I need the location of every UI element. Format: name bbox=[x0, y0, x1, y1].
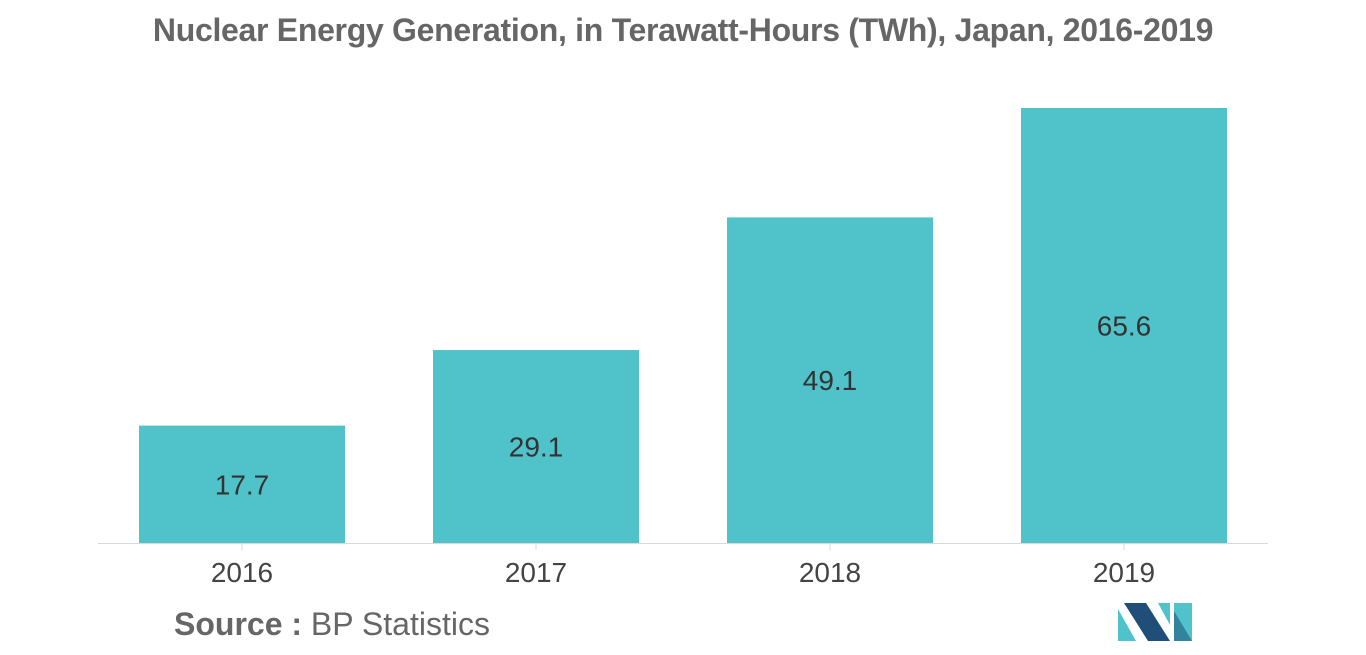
x-tick-label-2018: 2018 bbox=[799, 557, 861, 588]
source-note: Source : BP Statistics bbox=[174, 606, 490, 643]
source-text: BP Statistics bbox=[310, 606, 490, 642]
data-label-2019: 65.6 bbox=[1097, 311, 1152, 342]
chart-title: Nuclear Energy Generation, in Terawatt-H… bbox=[152, 12, 1214, 48]
source-label: Source : bbox=[174, 606, 303, 642]
bar-2018 bbox=[727, 217, 933, 543]
data-label-2018: 49.1 bbox=[803, 365, 858, 396]
bar-2019 bbox=[1021, 108, 1227, 543]
mordor-intelligence-logo-icon bbox=[1118, 603, 1192, 641]
x-tick-label-2019: 2019 bbox=[1093, 557, 1155, 588]
bar-2016 bbox=[139, 425, 345, 543]
bar-chart: 17.7 2016 29.1 2017 49.1 2018 65.6 2019 bbox=[98, 108, 1268, 588]
data-label-2016: 17.7 bbox=[215, 469, 270, 500]
x-tick-label-2016: 2016 bbox=[211, 557, 273, 588]
bar-2017 bbox=[433, 350, 639, 543]
x-tick-label-2017: 2017 bbox=[505, 557, 567, 588]
data-label-2017: 29.1 bbox=[509, 432, 564, 463]
